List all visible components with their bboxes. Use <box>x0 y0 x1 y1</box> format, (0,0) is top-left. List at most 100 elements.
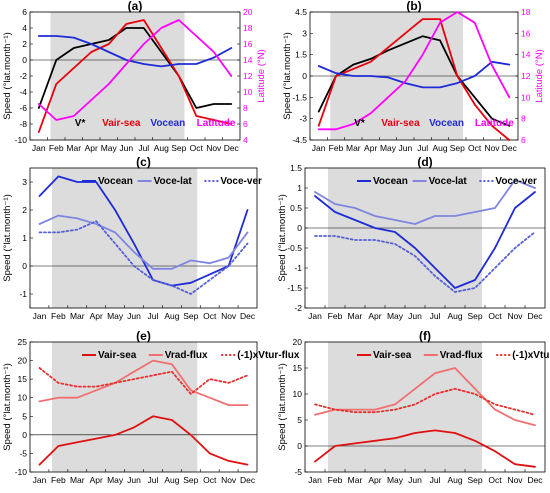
y-tick-label: 0.5 <box>290 203 302 213</box>
x-tick-label: Jan <box>32 143 46 153</box>
x-tick-label: Aug <box>164 311 179 321</box>
x-tick-label: Feb <box>51 311 66 321</box>
y-tick-label: -2 <box>294 303 302 313</box>
x-tick-label: Nov <box>507 311 523 321</box>
y-tick-label: -4 <box>19 87 27 97</box>
y-axis-label: Speed (°lat.month⁻¹) <box>277 363 288 451</box>
series-line <box>38 367 249 395</box>
y-right-tick-label: 14 <box>521 50 531 60</box>
x-tick-label: Jun <box>398 143 412 153</box>
legend-label: (-1)xVtur-flux <box>512 350 550 361</box>
panel-label: (d) <box>417 155 432 169</box>
y-tick-label: 0 <box>297 441 302 451</box>
series-line <box>37 19 233 121</box>
panel-e: -10 -5 0 5 10 15 20 25 Jan Feb Mar Apr May Jun Jul Aug S… <box>2 329 300 485</box>
y-tick-label: 1 <box>297 183 302 193</box>
x-tick-label: May <box>387 475 404 485</box>
x-tick-label: Sep <box>171 143 186 153</box>
x-tick-label: Jul <box>138 143 149 153</box>
series-line <box>38 220 249 295</box>
y-axis-label: Speed (°lat.month⁻¹) <box>2 363 13 451</box>
y-tick-label: -1.5 <box>287 283 302 293</box>
y-tick-label: 1.5 <box>290 163 302 173</box>
y-axis-label: Speed (°lat.month⁻¹) <box>2 194 13 282</box>
y-right-tick-label: 4 <box>243 135 248 145</box>
y-tick-label: -1 <box>19 289 27 299</box>
y-right-tick-label: 12 <box>243 71 253 81</box>
y-right-tick-label: 10 <box>243 87 253 97</box>
x-tick-label: Apr <box>368 475 381 485</box>
legend-label: Latitude <box>197 118 236 129</box>
panel-d: -2 -1.5 -1 -0.5 0 0.5 1 1.5 Jan Feb Mar Apr May Jun Ju… <box>277 155 546 321</box>
x-tick-label: Jun <box>408 475 422 485</box>
y-right-axis-label: Latitude (°N) <box>534 49 545 102</box>
y-tick-label: 20 <box>293 337 303 347</box>
y-tick-label: -10 <box>15 467 28 477</box>
y-right-tick-label: 6 <box>521 135 526 145</box>
y-tick-label: 0 <box>302 71 307 81</box>
series-line <box>37 35 233 68</box>
y-right-tick-label: 8 <box>243 103 248 113</box>
y-tick-label: 3 <box>302 28 307 38</box>
x-tick-label: Jul <box>148 311 159 321</box>
y-tick-label: 10 <box>18 393 28 403</box>
x-tick-label: Jul <box>148 475 159 485</box>
x-tick-label: Apr <box>364 143 377 153</box>
x-tick-label: Aug <box>447 475 462 485</box>
x-tick-label: Jul <box>430 311 441 321</box>
x-tick-label: Dec <box>240 311 256 321</box>
x-tick-label: May <box>107 311 124 321</box>
x-tick-label: Dec <box>527 311 543 321</box>
legend-label: Voce-ver <box>495 176 537 187</box>
panel-c: -1 0 1 2 3 Jan Feb Mar Apr May Jun Jul Aug Sep Oct Nov D… <box>2 155 262 321</box>
x-tick-label: Mar <box>66 143 81 153</box>
legend-label: V* <box>354 118 365 129</box>
x-tick-label: Nov <box>206 143 222 153</box>
series-line <box>314 429 536 468</box>
y-right-tick-label: 20 <box>243 7 253 17</box>
y-tick-label: 20 <box>18 356 28 366</box>
legend-label: Vair-sea <box>98 350 137 361</box>
series-line <box>314 367 536 427</box>
series-line <box>38 415 249 466</box>
legend-label: V* <box>75 118 86 129</box>
legend-label: Voce-lat <box>429 176 468 187</box>
legend-label: Vair-sea <box>381 118 420 129</box>
x-tick-label: Oct <box>488 311 502 321</box>
y-tick-label: -5 <box>19 448 27 458</box>
x-tick-label: Jan <box>33 311 47 321</box>
legend-label: Vocean <box>429 118 464 129</box>
panel-a: -10 -8 -6 -4 -2 0 2 4 6 4 6 8 10 12 14 16 18 20 Latitude (… <box>2 0 267 153</box>
y-tick-label: 15 <box>18 374 28 384</box>
x-tick-label: Oct <box>190 143 204 153</box>
series-line <box>314 179 536 225</box>
x-tick-label: Jan <box>312 143 326 153</box>
legend-label: Voce-lat <box>154 176 193 187</box>
legend-label: Vair-sea <box>102 118 141 129</box>
panel-label: (f) <box>419 329 431 343</box>
y-tick-label: -0.5 <box>287 243 302 253</box>
x-tick-label: Jul <box>430 475 441 485</box>
x-tick-label: May <box>380 143 397 153</box>
series-line <box>38 359 249 406</box>
y-right-tick-label: 14 <box>243 55 253 65</box>
x-tick-label: Nov <box>484 143 500 153</box>
y-tick-label: -10 <box>15 135 28 145</box>
x-tick-label: Sep <box>467 475 482 485</box>
y-right-tick-label: 16 <box>521 28 531 38</box>
series-line <box>38 214 249 270</box>
y-tick-label: 0 <box>297 223 302 233</box>
series-line <box>38 175 249 287</box>
y-right-tick-label: 10 <box>521 92 531 102</box>
x-tick-label: Mar <box>348 311 363 321</box>
panel-f: -5 0 5 10 15 20 Jan Feb Mar Apr May Jun Jul Aug Sep Oct… <box>277 329 550 485</box>
x-tick-label: Oct <box>468 143 482 153</box>
y-tick-label: 4.5 <box>295 7 307 17</box>
x-tick-label: Dec <box>240 475 256 485</box>
y-right-tick-label: 12 <box>521 71 531 81</box>
panel-label: (c) <box>136 155 151 169</box>
legend-label: Vocean <box>150 118 185 129</box>
legend-label: (-1)xVtur-flux <box>237 350 300 361</box>
x-tick-label: Feb <box>49 143 64 153</box>
series-line <box>317 18 511 141</box>
